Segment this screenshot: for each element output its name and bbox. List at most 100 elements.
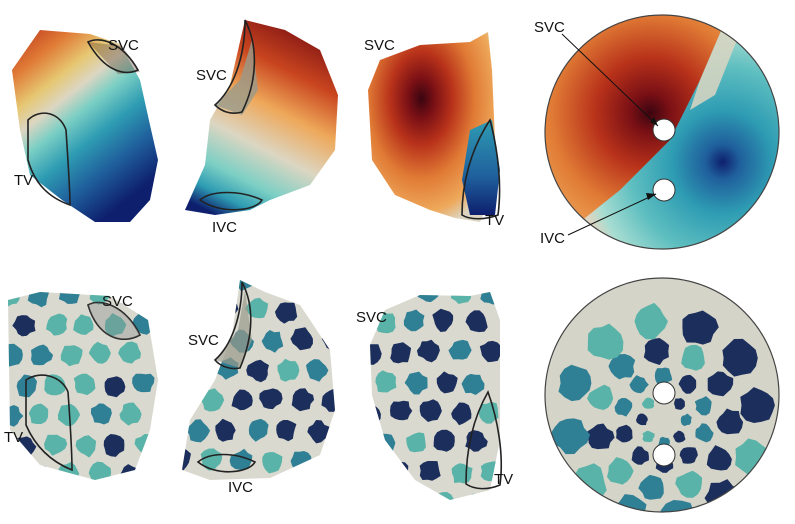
fibrosis-spot bbox=[44, 374, 66, 396]
ivc-label: IVC bbox=[540, 230, 565, 247]
fibrosis-spot bbox=[73, 314, 94, 335]
fibrosis-spot bbox=[608, 354, 636, 380]
fibrosis-view-2 bbox=[182, 280, 335, 480]
fibrosis-spot bbox=[436, 371, 458, 394]
fibrosis-spot bbox=[634, 302, 668, 340]
fibrosis-spot bbox=[215, 418, 236, 442]
fibrosis-spot bbox=[642, 430, 655, 443]
fibrosis-spot bbox=[706, 445, 732, 471]
fibrosis-spot bbox=[75, 435, 97, 458]
fibrosis-spot bbox=[320, 450, 335, 474]
fibrosis-spot bbox=[90, 403, 112, 425]
fibrosis-spot bbox=[643, 338, 670, 365]
activation-view-1 bbox=[12, 30, 158, 222]
fibrosis-spot bbox=[404, 371, 428, 395]
fibrosis-spot bbox=[461, 373, 485, 395]
fibrosis-spot bbox=[261, 330, 284, 353]
fibrosis-spot bbox=[200, 448, 223, 471]
tv-label: TV bbox=[4, 429, 23, 446]
fibrosis-view-3 bbox=[370, 292, 503, 500]
svc-hole-bottom bbox=[652, 381, 676, 405]
fibrosis-spot bbox=[433, 429, 455, 452]
activation-view-3 bbox=[368, 32, 501, 222]
fibrosis-spot bbox=[31, 344, 54, 366]
fibrosis-spot bbox=[587, 384, 614, 410]
fibrosis-spot bbox=[465, 310, 488, 333]
svc-label: SVC bbox=[108, 37, 139, 54]
fibrosis-spot bbox=[306, 359, 329, 382]
fibrosis-spot bbox=[132, 373, 155, 393]
ivc-label: IVC bbox=[212, 219, 237, 236]
fibrosis-spot bbox=[641, 397, 655, 409]
fibrosis-spot bbox=[259, 280, 282, 291]
fibrosis-spot bbox=[290, 451, 312, 472]
fibrosis-spot bbox=[614, 398, 633, 417]
fibrosis-spot bbox=[27, 292, 50, 308]
ivc-hole-bottom bbox=[652, 443, 676, 467]
fibrosis-spot bbox=[60, 345, 83, 367]
fibrosis-spot bbox=[451, 463, 473, 484]
tv-label: TV bbox=[494, 471, 513, 488]
svc-label: SVC bbox=[534, 19, 565, 36]
svc-label: SVC bbox=[188, 332, 219, 349]
fibrosis-spot bbox=[616, 424, 633, 443]
fibrosis-spot bbox=[118, 341, 141, 364]
fibrosis-disk bbox=[544, 277, 780, 513]
fibrosis-spot bbox=[12, 315, 36, 337]
fibrosis-spot bbox=[451, 402, 472, 426]
fibrosis-spot bbox=[290, 327, 313, 351]
fibrosis-spot bbox=[654, 367, 673, 385]
fibrosis-spot bbox=[629, 375, 649, 394]
fibrosis-spot bbox=[276, 420, 297, 442]
fibrosis-spot bbox=[419, 399, 442, 422]
fibrosis-spot bbox=[673, 430, 686, 443]
fibrosis-spot bbox=[8, 463, 23, 480]
fibrosis-spot bbox=[386, 460, 409, 482]
tv-label: TV bbox=[14, 172, 33, 189]
ivc-hole-top bbox=[652, 178, 676, 202]
fibrosis-spot bbox=[88, 341, 111, 364]
fibrosis-spot bbox=[201, 280, 223, 291]
fibrosis-spot bbox=[682, 310, 719, 345]
fibrosis-spot bbox=[119, 402, 142, 426]
fibrosis-spot bbox=[587, 323, 624, 360]
svc-label: SVC bbox=[356, 309, 387, 326]
fibrosis-spot bbox=[388, 292, 411, 303]
fibrosis-spot bbox=[403, 309, 425, 332]
fibrosis-spot bbox=[631, 446, 649, 465]
fibrosis-spot bbox=[184, 300, 207, 322]
fibrosis-spot bbox=[432, 308, 454, 332]
fibrosis-spot bbox=[406, 432, 426, 453]
fibrosis-spot bbox=[104, 376, 126, 398]
fibrosis-spot bbox=[607, 457, 634, 485]
ivc-label: IVC bbox=[228, 479, 253, 496]
fibrosis-spot bbox=[8, 343, 23, 367]
fibrosis-spot bbox=[103, 434, 125, 457]
fibrosis-spot bbox=[182, 280, 193, 290]
fibrosis-spot bbox=[182, 391, 192, 414]
fibrosis-spot bbox=[680, 413, 692, 427]
fibrosis-spot bbox=[185, 360, 207, 382]
fibrosis-spot bbox=[695, 423, 714, 443]
fibrosis-spot bbox=[277, 358, 300, 382]
fibrosis-spot bbox=[307, 420, 331, 444]
fibrosis-spot bbox=[416, 339, 440, 363]
fibrosis-spot bbox=[186, 419, 211, 443]
fibrosis-spot bbox=[674, 398, 685, 410]
fibrosis-spot bbox=[231, 389, 253, 411]
fibrosis-spot bbox=[390, 400, 413, 421]
fibrosis-spot bbox=[678, 374, 697, 394]
fibrosis-spot bbox=[375, 370, 397, 393]
fibrosis-spot bbox=[638, 474, 664, 500]
fibrosis-spot bbox=[558, 364, 592, 402]
fibrosis-spot bbox=[403, 491, 426, 500]
fibrosis-spot bbox=[323, 280, 335, 292]
activation-disk bbox=[544, 14, 780, 250]
svc-label: SVC bbox=[196, 67, 227, 84]
fibrosis-spot bbox=[636, 413, 648, 426]
fibrosis-spot bbox=[274, 302, 298, 324]
tv-label: TV bbox=[485, 212, 504, 229]
fibrosis-spot bbox=[370, 292, 380, 305]
fibrosis-spot bbox=[390, 342, 412, 364]
